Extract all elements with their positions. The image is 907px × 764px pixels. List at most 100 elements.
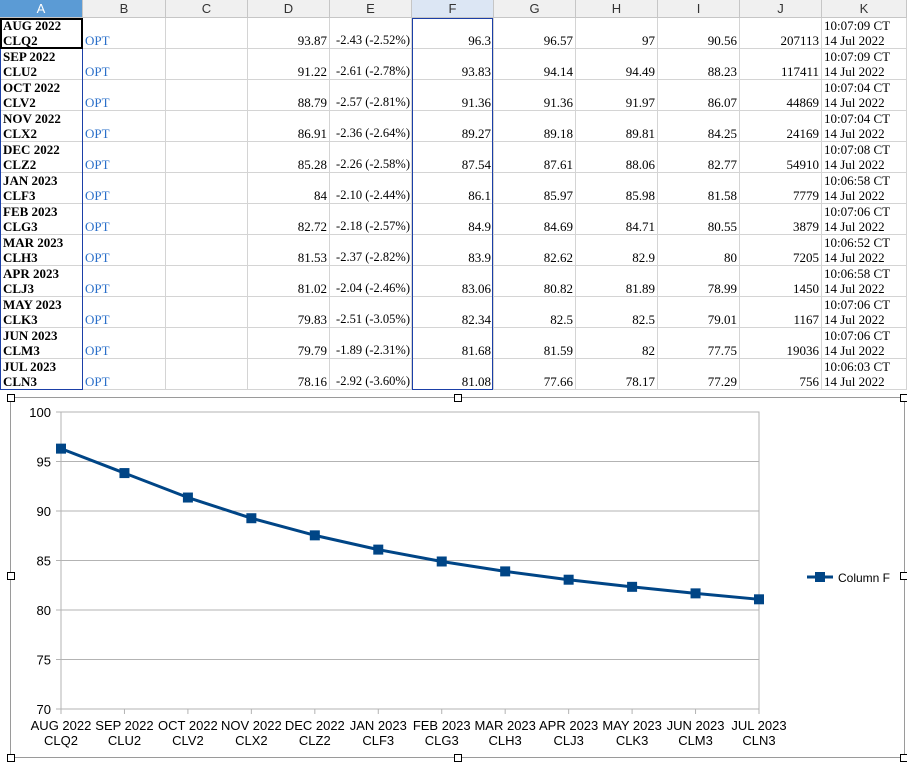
cell-d[interactable]: 84 [248,173,330,204]
cell-c[interactable] [166,266,248,297]
cell-a[interactable]: APR 2023 CLJ3 [0,266,83,297]
cell-a[interactable]: NOV 2022 CLX2 [0,111,83,142]
resize-handle-middle-left[interactable] [7,572,15,580]
cell-h[interactable]: 81.89 [576,266,658,297]
cell-b[interactable]: OPT [83,142,166,173]
resize-handle-top-right[interactable] [900,394,907,402]
cell-j[interactable]: 756 [740,359,822,390]
cell-c[interactable] [166,18,248,49]
cell-a[interactable]: JAN 2023 CLF3 [0,173,83,204]
cell-d[interactable]: 91.22 [248,49,330,80]
cell-e[interactable]: -2.57 (-2.81%) [330,80,412,111]
cell-b[interactable]: OPT [83,235,166,266]
cell-g[interactable]: 77.66 [494,359,576,390]
cell-e[interactable]: -2.18 (-2.57%) [330,204,412,235]
opt-link[interactable]: OPT [85,188,110,203]
cell-k[interactable]: 10:06:58 CT 14 Jul 2022 [822,173,907,204]
cell-e[interactable]: -2.37 (-2.82%) [330,235,412,266]
cell-d[interactable]: 86.91 [248,111,330,142]
cell-i[interactable]: 86.07 [658,80,740,111]
cell-b[interactable]: OPT [83,266,166,297]
cell-j[interactable]: 1450 [740,266,822,297]
cell-i[interactable]: 90.56 [658,18,740,49]
cell-e[interactable]: -2.36 (-2.64%) [330,111,412,142]
cell-k[interactable]: 10:07:04 CT 14 Jul 2022 [822,80,907,111]
cell-d[interactable]: 79.79 [248,328,330,359]
cell-j[interactable]: 19036 [740,328,822,359]
cell-a[interactable]: DEC 2022 CLZ2 [0,142,83,173]
cell-i[interactable]: 84.25 [658,111,740,142]
resize-handle-bottom-left[interactable] [7,754,15,762]
cell-c[interactable] [166,49,248,80]
opt-link[interactable]: OPT [85,343,110,358]
opt-link[interactable]: OPT [85,64,110,79]
cell-b[interactable]: OPT [83,111,166,142]
cell-g[interactable]: 82.5 [494,297,576,328]
cell-e[interactable]: -2.61 (-2.78%) [330,49,412,80]
cell-b[interactable]: OPT [83,204,166,235]
opt-link[interactable]: OPT [85,281,110,296]
cell-a[interactable]: JUL 2023 CLN3 [0,359,83,390]
column-header-e[interactable]: E [330,0,412,17]
column-header-i[interactable]: I [658,0,740,17]
cell-f[interactable]: 91.36 [412,80,494,111]
cell-g[interactable]: 80.82 [494,266,576,297]
cell-c[interactable] [166,111,248,142]
cell-c[interactable] [166,173,248,204]
cell-h[interactable]: 94.49 [576,49,658,80]
cell-b[interactable]: OPT [83,328,166,359]
cell-b[interactable]: OPT [83,173,166,204]
cell-j[interactable]: 54910 [740,142,822,173]
cell-i[interactable]: 79.01 [658,297,740,328]
cell-f[interactable]: 82.34 [412,297,494,328]
cell-h[interactable]: 84.71 [576,204,658,235]
opt-link[interactable]: OPT [85,157,110,172]
cell-h[interactable]: 82 [576,328,658,359]
cell-f[interactable]: 93.83 [412,49,494,80]
cell-i[interactable]: 77.75 [658,328,740,359]
cell-h[interactable]: 89.81 [576,111,658,142]
cell-j[interactable]: 7205 [740,235,822,266]
cell-i[interactable]: 80 [658,235,740,266]
cell-e[interactable]: -2.26 (-2.58%) [330,142,412,173]
cell-i[interactable]: 88.23 [658,49,740,80]
cell-g[interactable]: 84.69 [494,204,576,235]
column-header-a[interactable]: A [0,0,83,17]
opt-link[interactable]: OPT [85,312,110,327]
cell-i[interactable]: 81.58 [658,173,740,204]
resize-handle-top-center[interactable] [454,394,462,402]
cell-g[interactable]: 96.57 [494,18,576,49]
opt-link[interactable]: OPT [85,250,110,265]
cell-e[interactable]: -2.51 (-3.05%) [330,297,412,328]
cell-h[interactable]: 78.17 [576,359,658,390]
cell-c[interactable] [166,142,248,173]
column-header-h[interactable]: H [576,0,658,17]
cell-a[interactable]: JUN 2023 CLM3 [0,328,83,359]
cell-a[interactable]: FEB 2023 CLG3 [0,204,83,235]
opt-link[interactable]: OPT [85,374,110,389]
cell-i[interactable]: 82.77 [658,142,740,173]
cell-k[interactable]: 10:07:08 CT 14 Jul 2022 [822,142,907,173]
cell-k[interactable]: 10:07:09 CT 14 Jul 2022 [822,49,907,80]
cell-k[interactable]: 10:07:06 CT 14 Jul 2022 [822,328,907,359]
cell-a[interactable]: SEP 2022 CLU2 [0,49,83,80]
cell-d[interactable]: 82.72 [248,204,330,235]
cell-a[interactable]: OCT 2022 CLV2 [0,80,83,111]
cell-g[interactable]: 85.97 [494,173,576,204]
cell-e[interactable]: -2.43 (-2.52%) [330,18,412,49]
cell-k[interactable]: 10:06:58 CT 14 Jul 2022 [822,266,907,297]
cell-i[interactable]: 77.29 [658,359,740,390]
cell-c[interactable] [166,328,248,359]
cell-a[interactable]: AUG 2022 CLQ2 [0,18,83,49]
cell-c[interactable] [166,80,248,111]
cell-b[interactable]: OPT [83,80,166,111]
cell-f[interactable]: 81.08 [412,359,494,390]
column-header-f[interactable]: F [412,0,494,17]
cell-f[interactable]: 84.9 [412,204,494,235]
cell-k[interactable]: 10:07:06 CT 14 Jul 2022 [822,204,907,235]
cell-j[interactable]: 44869 [740,80,822,111]
cell-j[interactable]: 3879 [740,204,822,235]
cell-e[interactable]: -2.10 (-2.44%) [330,173,412,204]
cell-h[interactable]: 82.9 [576,235,658,266]
cell-k[interactable]: 10:07:09 CT 14 Jul 2022 [822,18,907,49]
